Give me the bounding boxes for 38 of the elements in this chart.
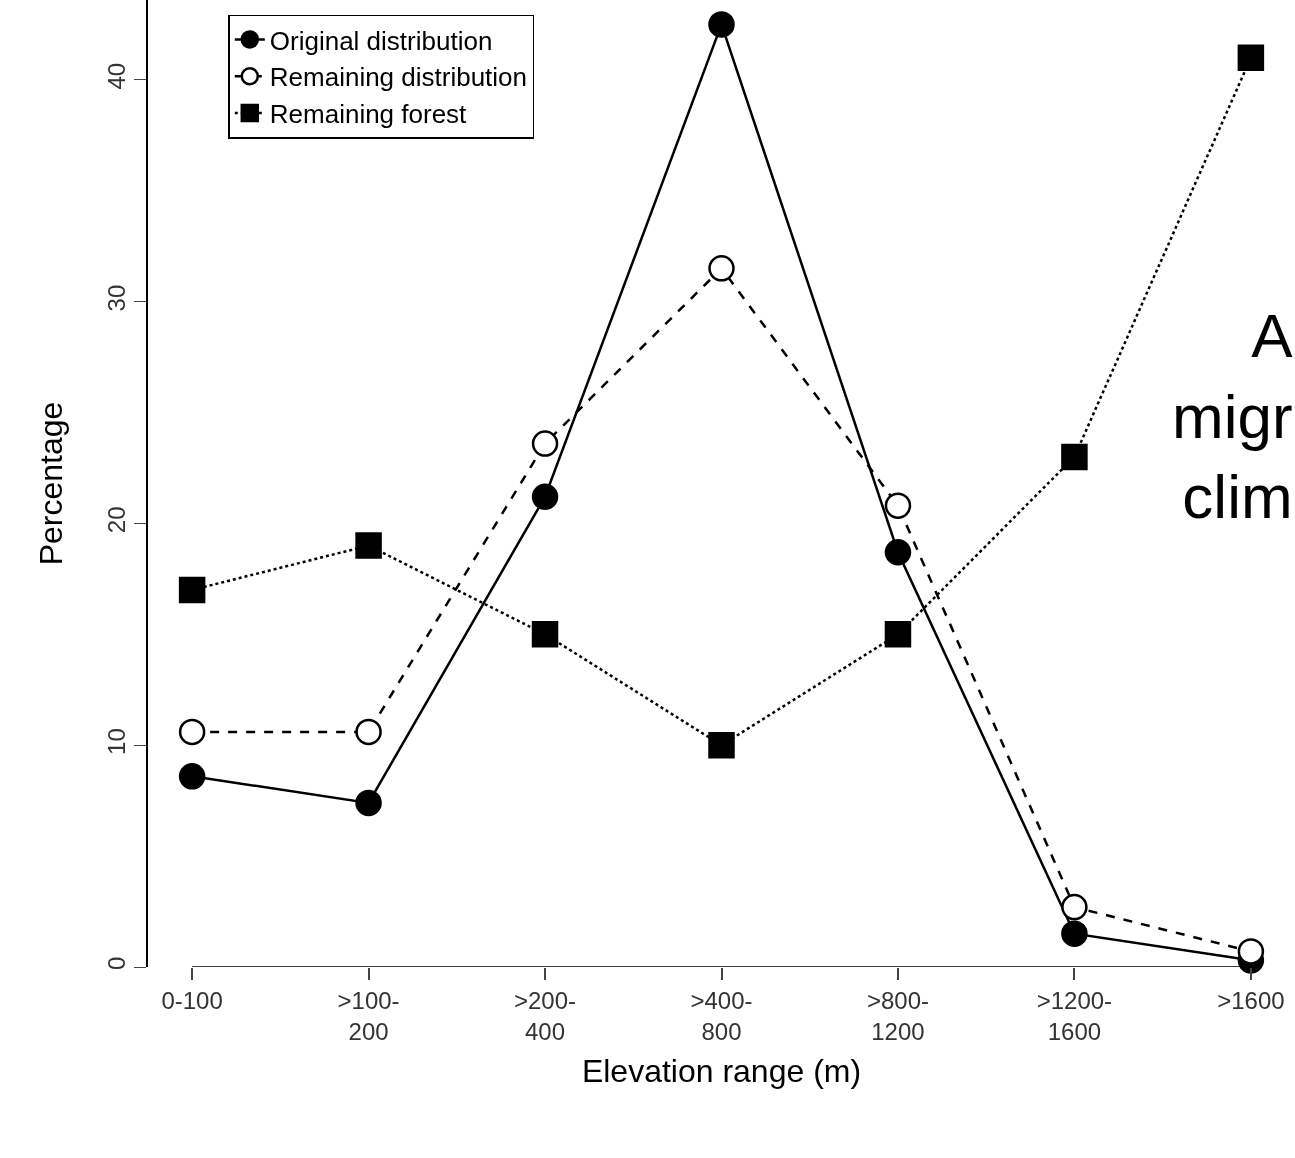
- point: [531, 430, 559, 457]
- point: [1237, 938, 1265, 965]
- point: [355, 718, 382, 746]
- point: [1061, 443, 1088, 471]
- point: [884, 621, 912, 648]
- x-tick-label: >100- 200: [337, 986, 400, 1045]
- x-tick-label: >1600: [1217, 986, 1285, 1014]
- annotation: A migr clim: [1172, 301, 1294, 532]
- point: [708, 11, 735, 38]
- y-tick-label: 40: [102, 62, 130, 90]
- y-axis-title: Percentage: [33, 401, 70, 566]
- point: [178, 763, 206, 790]
- legend-label: Remaining forest: [269, 99, 468, 130]
- point: [1061, 893, 1088, 921]
- point: [531, 483, 559, 511]
- x-tick-label: >200- 400: [514, 986, 577, 1045]
- x-tick-label: >1200- 1600: [1036, 986, 1113, 1045]
- point: [178, 718, 206, 746]
- y-tick-label: 20: [102, 506, 130, 534]
- y-tick-label: 10: [102, 728, 130, 755]
- point: [355, 532, 382, 559]
- point: [355, 789, 382, 817]
- x-tick-label: >400- 800: [690, 986, 753, 1045]
- x-tick-label: >800- 1200: [866, 986, 929, 1045]
- point: [1061, 920, 1088, 947]
- point: [708, 255, 735, 282]
- x-axis-title: Elevation range (m): [581, 1052, 862, 1089]
- legend-label: Original distribution: [269, 25, 493, 56]
- y-tick-label: 0: [102, 956, 130, 971]
- point: [708, 731, 735, 759]
- y-tick-label: 30: [102, 284, 130, 312]
- point: [178, 576, 206, 604]
- x-tick-label: 0-100: [161, 986, 223, 1014]
- point: [531, 621, 559, 648]
- point: [1237, 44, 1265, 71]
- legend-label: Remaining distribution: [269, 62, 528, 93]
- point: [884, 492, 912, 519]
- point: [884, 539, 912, 566]
